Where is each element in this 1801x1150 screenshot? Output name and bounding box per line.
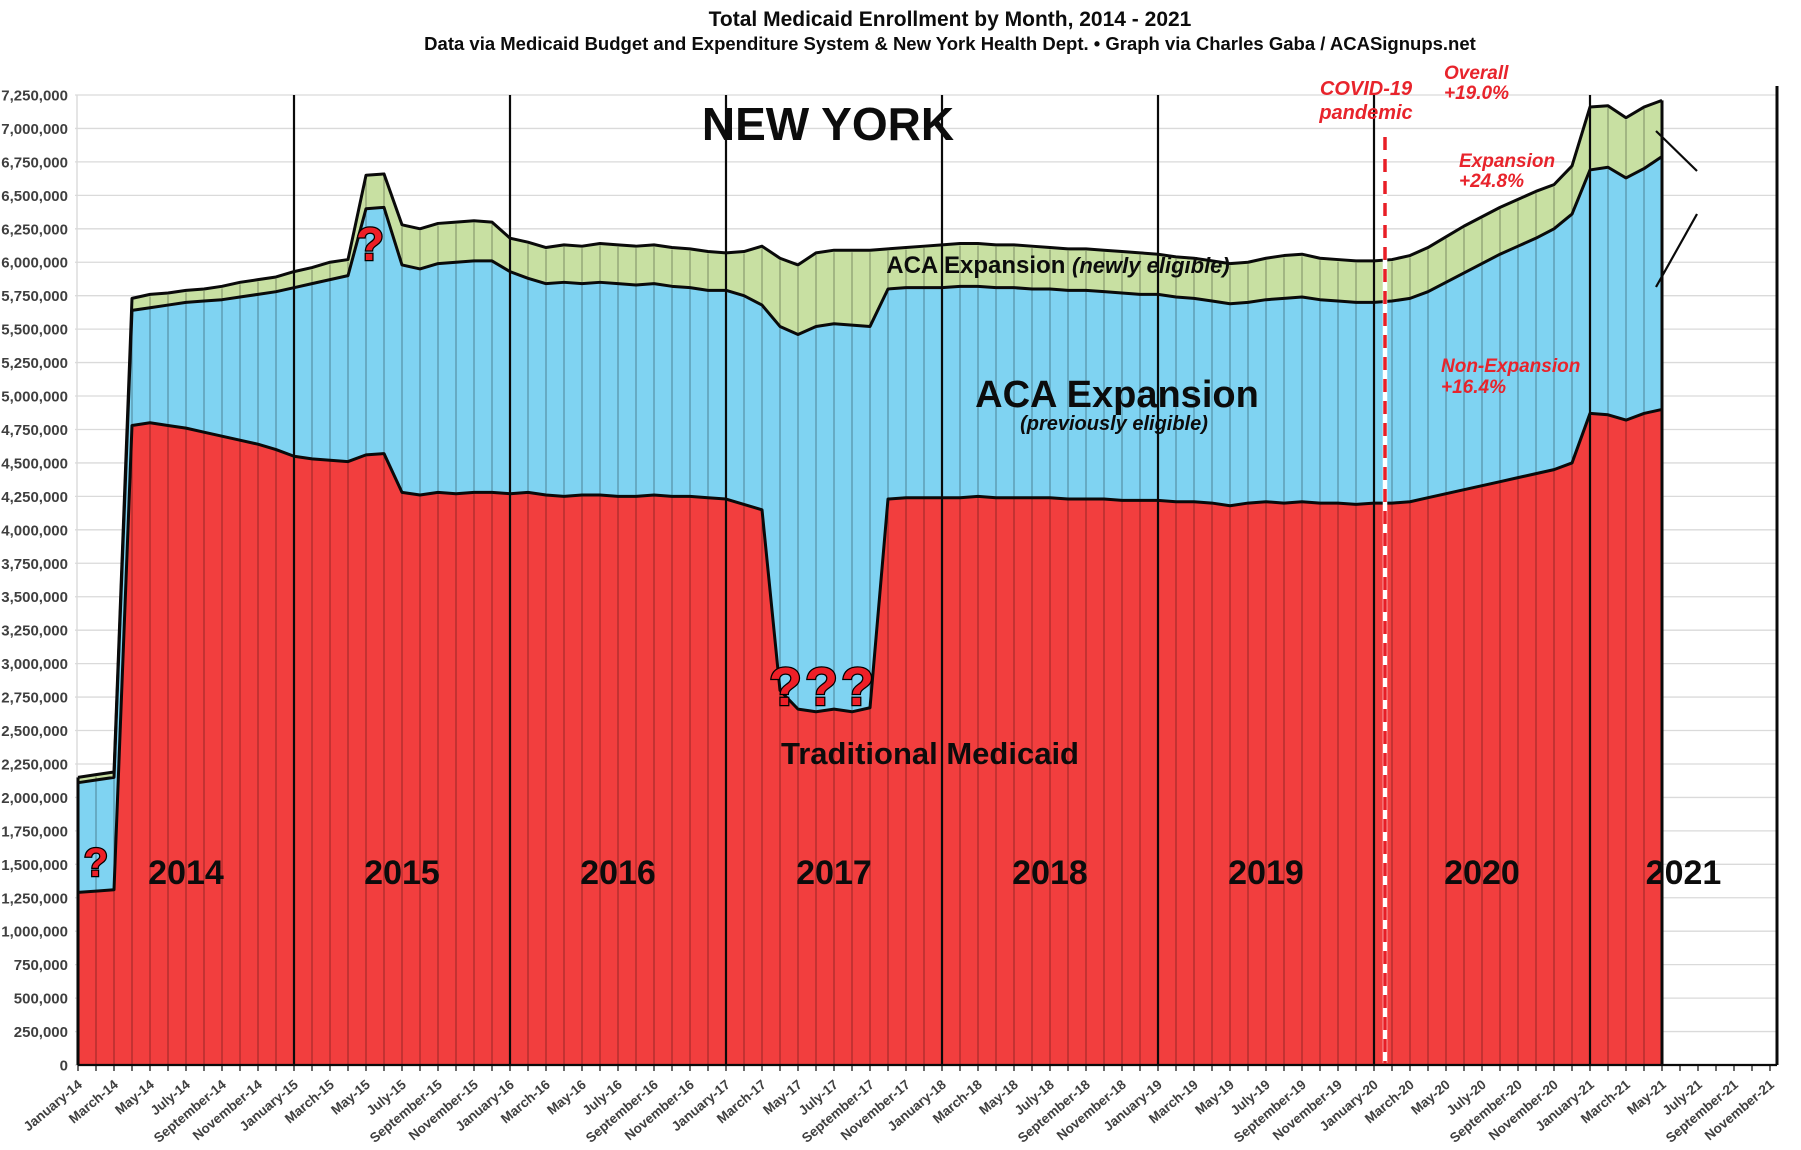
- covid-label-line2: pandemic: [1318, 102, 1412, 124]
- year-label-2020: 2020: [1444, 854, 1520, 892]
- traditional-medicaid-area: [78, 409, 1662, 1065]
- year-label-2019: 2019: [1228, 854, 1304, 892]
- non-expansion-label-line1: Non-Expansion: [1441, 356, 1580, 377]
- newly-eligible-top-outline: [77, 98, 1663, 779]
- previously-eligible-band-label: ACA Expansion: [975, 374, 1259, 416]
- stacked-areas: [78, 100, 1662, 1065]
- y-tick-label: 6,750,000: [1, 154, 68, 171]
- state-name-label: NEW YORK: [702, 98, 954, 150]
- y-tick-label: 750,000: [14, 957, 68, 974]
- year-label-2018: 2018: [1012, 854, 1088, 892]
- y-tick-label: 0: [60, 1058, 68, 1075]
- y-tick-label: 6,000,000: [1, 255, 68, 272]
- y-tick-label: 3,000,000: [1, 656, 68, 673]
- previously-eligible-top-outline: [77, 155, 1663, 785]
- y-tick-label: 7,250,000: [1, 88, 68, 105]
- expansion-callout-line-lower: [1655, 213, 1698, 288]
- y-tick-label: 4,750,000: [1, 422, 68, 439]
- question-mark-may-2015: ?: [356, 218, 384, 270]
- x-axis-labels: January-14March-14May-14July-14September…: [21, 1076, 1778, 1145]
- y-axis-labels: 0 250,000 500,000 750,000 1,000,000 1,250,000…: [1, 88, 68, 1075]
- overall-label-line1: Overall: [1444, 63, 1509, 84]
- y-tick-label: 6,500,000: [1, 188, 68, 205]
- y-tick-label: 250,000: [14, 1024, 68, 1041]
- expansion-label-line2: +24.8%: [1459, 171, 1524, 192]
- question-mark-feb-2014: ?: [84, 841, 108, 885]
- y-tick-label: 1,250,000: [1, 890, 68, 907]
- non-expansion-label-line2: +16.4%: [1441, 377, 1506, 398]
- y-tick-label: 1,750,000: [1, 823, 68, 840]
- y-tick-label: 4,250,000: [1, 489, 68, 506]
- year-label-2016: 2016: [580, 854, 656, 892]
- y-tick-label: 6,250,000: [1, 221, 68, 238]
- x-axis: [77, 86, 1779, 1071]
- aca-expansion-newly-eligible-area: [78, 100, 1662, 783]
- newly-eligible-band-label: ACA Expansion (newly eligible): [886, 252, 1230, 279]
- y-tick-label: 5,500,000: [1, 322, 68, 339]
- year-label-2015: 2015: [364, 854, 440, 892]
- y-tick-label: 2,750,000: [1, 690, 68, 707]
- y-tick-label: 5,250,000: [1, 355, 68, 372]
- y-tick-label: 5,000,000: [1, 389, 68, 406]
- y-tick-label: 500,000: [14, 991, 68, 1008]
- year-separator-lines: [292, 95, 1592, 1065]
- y-tick-label: 3,500,000: [1, 589, 68, 606]
- overall-label-line2: +19.0%: [1444, 83, 1509, 104]
- covid-label-line1: COVID-19: [1320, 78, 1413, 100]
- year-label-2021: 2021: [1646, 854, 1722, 892]
- chart-title: Total Medicaid Enrollment by Month, 2014…: [708, 8, 1192, 31]
- question-marks: ?????: [83, 217, 877, 887]
- y-tick-label: 7,000,000: [1, 121, 68, 138]
- y-tick-label: 1,000,000: [1, 924, 68, 941]
- previously-eligible-band-sublabel: (previously eligible): [1020, 413, 1208, 435]
- y-tick-label: 2,000,000: [1, 790, 68, 807]
- y-tick-label: 4,000,000: [1, 522, 68, 539]
- y-tick-label: 2,250,000: [1, 756, 68, 773]
- x-tick-label: May-19: [1192, 1077, 1237, 1118]
- year-label-2017: 2017: [796, 854, 872, 892]
- month-column-lines: [77, 102, 1663, 1064]
- growth-annotations: Overall+19.0% Expansion+24.8% Non-Expansio…: [1441, 63, 1698, 398]
- y-tick-label: 5,750,000: [1, 288, 68, 305]
- x-tick-label: May-17: [760, 1077, 805, 1118]
- chart-subtitle: Data via Medicaid Budget and Expenditure…: [424, 33, 1476, 54]
- traditional-top-outline: [77, 407, 1663, 894]
- y-tick-label: 3,250,000: [1, 623, 68, 640]
- y-tick-label: 2,500,000: [1, 723, 68, 740]
- expansion-label-line1: Expansion: [1459, 151, 1555, 172]
- y-tick-label: 1,500,000: [1, 857, 68, 874]
- y-tick-label: 3,750,000: [1, 556, 68, 573]
- y-tick-label: 4,500,000: [1, 455, 68, 472]
- band-outlines: [76, 98, 1664, 1065]
- expansion-callout-line-upper: [1655, 130, 1698, 172]
- aca-expansion-previously-eligible-area: [78, 156, 1662, 893]
- year-labels: 2014 2015 2016 2017 2018 2019 2020 2021: [148, 854, 1721, 892]
- x-tick-label: May-20: [1408, 1077, 1453, 1118]
- traditional-medicaid-band-label: Traditional Medicaid: [781, 736, 1079, 771]
- year-label-2014: 2014: [148, 854, 224, 892]
- in-plot-labels: NEW YORK ACA Expansion (newly eligible) AC…: [702, 98, 1259, 771]
- question-marks-2017: ???: [769, 657, 877, 717]
